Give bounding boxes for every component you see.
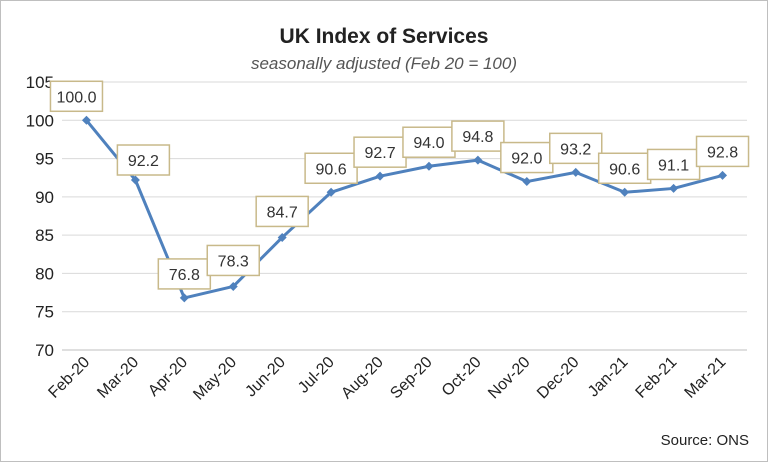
x-tick-label: Feb-21 bbox=[633, 354, 681, 402]
data-label-text: 90.6 bbox=[609, 161, 640, 178]
data-label-box bbox=[549, 132, 603, 165]
y-tick-label: 85 bbox=[35, 226, 54, 245]
data-label: 90.6 bbox=[597, 152, 652, 185]
data-point-marker bbox=[718, 170, 728, 180]
data-point-marker bbox=[179, 293, 189, 303]
data-label-text: 93.2 bbox=[560, 141, 591, 158]
data-label-box bbox=[353, 136, 407, 168]
y-tick-label: 75 bbox=[35, 303, 54, 322]
data-label-text: 90.6 bbox=[316, 161, 347, 178]
y-tick-label: 100 bbox=[26, 111, 54, 130]
data-point-marker bbox=[130, 175, 140, 185]
data-label-text: 94.8 bbox=[462, 129, 493, 146]
data-labels: 100.0 92.2 76.8 78.3 84.7 90.6 92.7 94.0 94.8 92.… bbox=[49, 80, 750, 290]
data-label: 92.8 bbox=[695, 135, 750, 168]
y-tick-label: 90 bbox=[35, 188, 54, 207]
source-note: Source: ONS bbox=[661, 432, 749, 449]
data-label-box bbox=[255, 195, 309, 228]
data-point-marker bbox=[522, 177, 532, 187]
data-label-text: 84.7 bbox=[267, 204, 298, 221]
x-tick-label: Nov-20 bbox=[485, 354, 534, 403]
data-label-text: 76.8 bbox=[169, 267, 200, 284]
data-label: 94.8 bbox=[451, 120, 505, 152]
data-label: 100.0 bbox=[49, 80, 104, 113]
data-label: 93.2 bbox=[549, 132, 603, 165]
data-point-marker bbox=[669, 183, 679, 193]
data-label-text: 92.8 bbox=[707, 144, 738, 161]
x-tick-label: Oct-20 bbox=[439, 354, 485, 400]
data-label: 76.8 bbox=[157, 258, 212, 290]
x-tick-label: Mar-21 bbox=[682, 354, 730, 402]
data-label-text: 92.0 bbox=[511, 151, 542, 168]
data-point-marker bbox=[326, 187, 336, 197]
x-tick-label: Jun-20 bbox=[242, 354, 289, 401]
series-line bbox=[81, 115, 728, 303]
data-label: 92.7 bbox=[353, 136, 407, 168]
data-point-marker bbox=[424, 161, 434, 171]
data-label-box bbox=[500, 141, 554, 174]
data-label-text: 91.1 bbox=[658, 157, 689, 174]
y-tick-label: 70 bbox=[35, 341, 54, 360]
data-point-marker bbox=[571, 167, 581, 177]
data-label-text: 94.0 bbox=[413, 135, 444, 152]
chart-title: UK Index of Services bbox=[280, 25, 489, 48]
x-tick-label: Jan-21 bbox=[585, 354, 632, 401]
y-tick-label: 80 bbox=[35, 264, 54, 283]
data-label: 78.3 bbox=[206, 244, 260, 277]
x-tick-label: Aug-20 bbox=[338, 354, 387, 403]
data-point-marker bbox=[81, 115, 91, 125]
data-label-box bbox=[157, 258, 212, 290]
data-label-text: 92.2 bbox=[128, 153, 159, 170]
data-label: 92.0 bbox=[500, 141, 554, 174]
data-label-box bbox=[451, 120, 505, 152]
data-label-box bbox=[597, 152, 652, 185]
data-point-marker bbox=[375, 171, 385, 181]
data-label-box bbox=[304, 152, 358, 185]
data-label-box bbox=[695, 135, 750, 168]
data-label: 94.0 bbox=[402, 126, 456, 158]
y-tick-label: 95 bbox=[35, 150, 54, 169]
data-label-box bbox=[49, 80, 104, 113]
data-label-box bbox=[116, 144, 171, 176]
data-label: 92.2 bbox=[116, 144, 171, 176]
data-label-text: 100.0 bbox=[56, 89, 96, 106]
x-axis-ticks: Feb-20 Mar-20 Apr-20 May-20 Jun-20 Jul-20 Aug-… bbox=[45, 354, 729, 404]
gridlines bbox=[62, 81, 747, 351]
data-point-marker bbox=[277, 232, 287, 242]
data-label: 91.1 bbox=[646, 148, 701, 181]
data-point-marker bbox=[228, 281, 238, 291]
data-point-marker bbox=[473, 155, 483, 165]
data-label: 90.6 bbox=[304, 152, 358, 185]
data-label-box bbox=[646, 148, 701, 181]
series-polyline bbox=[85, 119, 723, 300]
x-tick-label: Apr-20 bbox=[145, 354, 191, 400]
data-label-box bbox=[402, 126, 456, 158]
y-axis-ticks: 70 75 80 85 90 95 100 105 bbox=[26, 73, 54, 360]
x-tick-label: Dec-20 bbox=[534, 354, 583, 403]
data-label-text: 78.3 bbox=[218, 253, 249, 270]
y-tick-label: 105 bbox=[26, 73, 54, 92]
chart-subtitle: seasonally adjusted (Feb 20 = 100) bbox=[251, 54, 517, 73]
data-point-marker bbox=[620, 187, 630, 197]
x-tick-label: Sep-20 bbox=[387, 354, 436, 403]
x-tick-label: Feb-20 bbox=[45, 354, 93, 402]
x-tick-label: May-20 bbox=[190, 354, 240, 404]
data-label-text: 92.7 bbox=[364, 145, 395, 162]
data-label: 84.7 bbox=[255, 195, 309, 228]
data-label-box bbox=[206, 244, 260, 277]
x-tick-label: Jul-20 bbox=[295, 354, 338, 397]
x-tick-label: Mar-20 bbox=[94, 354, 142, 402]
